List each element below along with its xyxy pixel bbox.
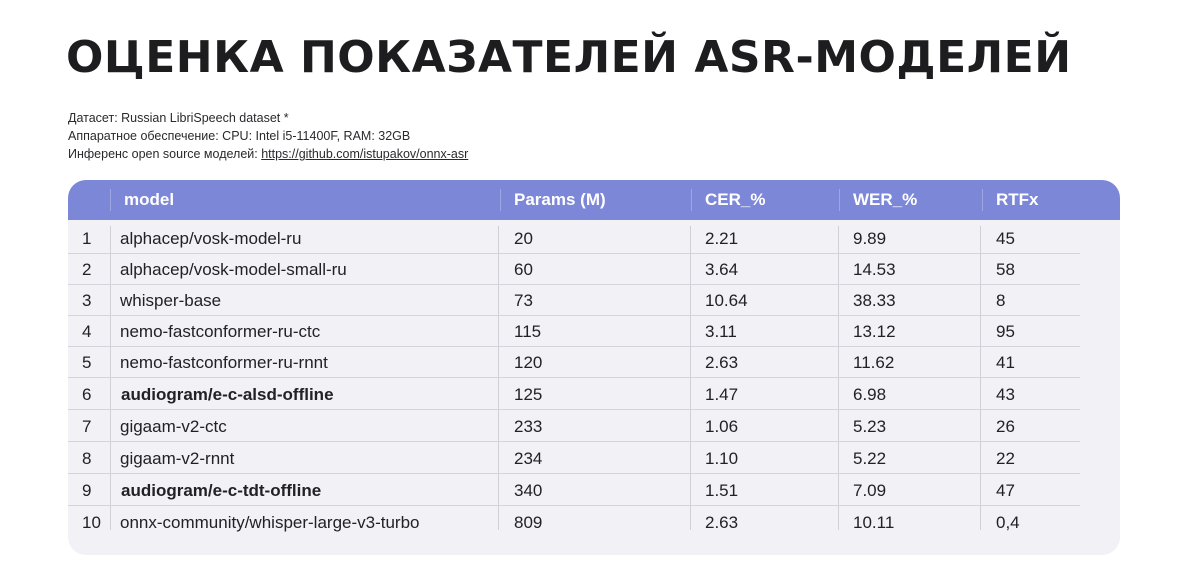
cer-value: 1.47 (705, 385, 739, 404)
column-divider (498, 226, 499, 530)
header-label: RTFx (996, 190, 1039, 209)
hardware-line: Аппаратное обеспечение: CPU: Intel i5-11… (68, 129, 411, 143)
inference-line: Инференс open source моделей: https://gi… (68, 145, 468, 163)
table-row: 4 nemo-fastconformer-ru-ctc 115 3.11 13.… (68, 315, 1080, 347)
page-title: ОЦЕНКА ПОКАЗАТЕЛЕЙ ASR-МОДЕЛЕЙ (66, 32, 1072, 83)
cer-value: 1.51 (705, 481, 739, 500)
column-divider (690, 226, 691, 530)
table-row: 6 audiogram/e-c-alsd-offline 125 1.47 6.… (68, 378, 1080, 410)
rtfx-value: 8 (996, 291, 1006, 310)
row-number: 7 (82, 417, 92, 436)
params-value: 125 (514, 385, 543, 404)
wer-value: 7.09 (853, 481, 887, 500)
params-value: 60 (514, 260, 533, 279)
params-value: 234 (514, 449, 543, 468)
inference-label: Инференс open source моделей: (68, 147, 262, 161)
wer-value: 38.33 (853, 291, 896, 310)
row-number: 6 (82, 385, 92, 404)
rtfx-value: 26 (996, 417, 1015, 436)
model-name: gigaam-v2-rnnt (120, 449, 235, 468)
rtfx-value: 45 (996, 229, 1015, 248)
header-label: Params (M) (514, 190, 606, 209)
rtfx-value: 0,4 (996, 513, 1020, 532)
model-name: nemo-fastconformer-ru-rnnt (120, 353, 328, 372)
row-number: 8 (82, 449, 92, 468)
wer-value: 5.22 (853, 449, 887, 468)
table-row: 9 audiogram/e-c-tdt-offline 340 1.51 7.0… (68, 474, 1080, 506)
wer-value: 13.12 (853, 322, 896, 341)
params-value: 233 (514, 417, 543, 436)
cer-value: 3.64 (705, 260, 739, 279)
model-name: gigaam-v2-ctc (120, 417, 227, 436)
model-name: onnx-community/whisper-large-v3-turbo (120, 513, 420, 532)
model-name: alphacep/vosk-model-ru (120, 229, 302, 248)
table-row: 7 gigaam-v2-ctc 233 1.06 5.23 26 (68, 410, 1080, 442)
table-row: 3 whisper-base 73 10.64 38.33 8 (68, 284, 1080, 316)
cer-value: 2.63 (705, 353, 739, 372)
rtfx-value: 43 (996, 385, 1015, 404)
header-rtfx: RTFx (982, 180, 1039, 220)
rtfx-value: 47 (996, 481, 1015, 500)
params-value: 120 (514, 353, 543, 372)
table-row: 2 alphacep/vosk-model-small-ru 60 3.64 1… (68, 253, 1080, 285)
header-model: model (110, 180, 175, 220)
model-name: alphacep/vosk-model-small-ru (120, 260, 347, 279)
wer-value: 11.62 (853, 353, 895, 372)
params-value: 73 (514, 291, 533, 310)
params-value: 20 (514, 229, 533, 248)
cer-value: 1.06 (705, 417, 739, 436)
params-value: 115 (514, 322, 542, 341)
wer-value: 5.23 (853, 417, 887, 436)
header-divider (500, 189, 501, 211)
table-row: 1 alphacep/vosk-model-ru 20 2.21 9.89 45 (68, 222, 1080, 254)
cer-value: 10.64 (705, 291, 748, 310)
header-label: CER_% (705, 190, 766, 209)
table-header: model Params (M) CER_% WER_% RTFx (68, 180, 1120, 220)
table-row: 10 onnx-community/whisper-large-v3-turbo… (68, 506, 1080, 537)
wer-value: 9.89 (853, 229, 887, 248)
row-number: 2 (82, 260, 92, 279)
header-divider (982, 189, 983, 211)
wer-value: 10.11 (853, 513, 895, 532)
row-number: 1 (82, 229, 92, 248)
rtfx-value: 22 (996, 449, 1015, 468)
cer-value: 3.11 (705, 322, 737, 341)
header-cer: CER_% (691, 180, 766, 220)
row-number: 9 (82, 481, 92, 500)
model-name: nemo-fastconformer-ru-ctc (120, 322, 321, 341)
wer-value: 6.98 (853, 385, 887, 404)
params-value: 340 (514, 481, 543, 500)
header-divider (110, 189, 111, 211)
header-wer: WER_% (839, 180, 918, 220)
model-name: audiogram/e-c-tdt-offline (121, 481, 322, 500)
dataset-line: Датасет: Russian LibriSpeech dataset * (68, 111, 289, 125)
inference-link[interactable]: https://github.com/istupakov/onnx-asr (261, 147, 469, 161)
header-label: model (124, 190, 175, 209)
rtfx-value: 41 (996, 353, 1015, 372)
header-params: Params (M) (500, 180, 606, 220)
cer-value: 2.21 (705, 229, 739, 248)
header-divider (691, 189, 692, 211)
row-number: 4 (82, 322, 92, 341)
row-number: 3 (82, 291, 92, 310)
model-name: whisper-base (120, 291, 222, 310)
rtfx-value: 58 (996, 260, 1015, 279)
row-number: 5 (82, 353, 92, 372)
header-label: WER_% (853, 190, 918, 209)
column-divider (980, 226, 981, 530)
column-divider (110, 226, 111, 530)
table-row: 5 nemo-fastconformer-ru-rnnt 120 2.63 11… (68, 346, 1080, 378)
metadata-block: Датасет: Russian LibriSpeech dataset * А… (68, 109, 468, 163)
column-divider (838, 226, 839, 530)
row-number: 10 (82, 513, 101, 532)
params-value: 809 (514, 513, 543, 532)
cer-value: 1.10 (705, 449, 739, 468)
header-divider (839, 189, 840, 211)
wer-value: 14.53 (853, 260, 896, 279)
table-row: 8 gigaam-v2-rnnt 234 1.10 5.22 22 (68, 442, 1080, 474)
model-name: audiogram/e-c-alsd-offline (121, 385, 334, 404)
rtfx-value: 95 (996, 322, 1015, 341)
results-table: model Params (M) CER_% WER_% RTFx 1 alph… (68, 180, 1120, 555)
cer-value: 2.63 (705, 513, 739, 532)
